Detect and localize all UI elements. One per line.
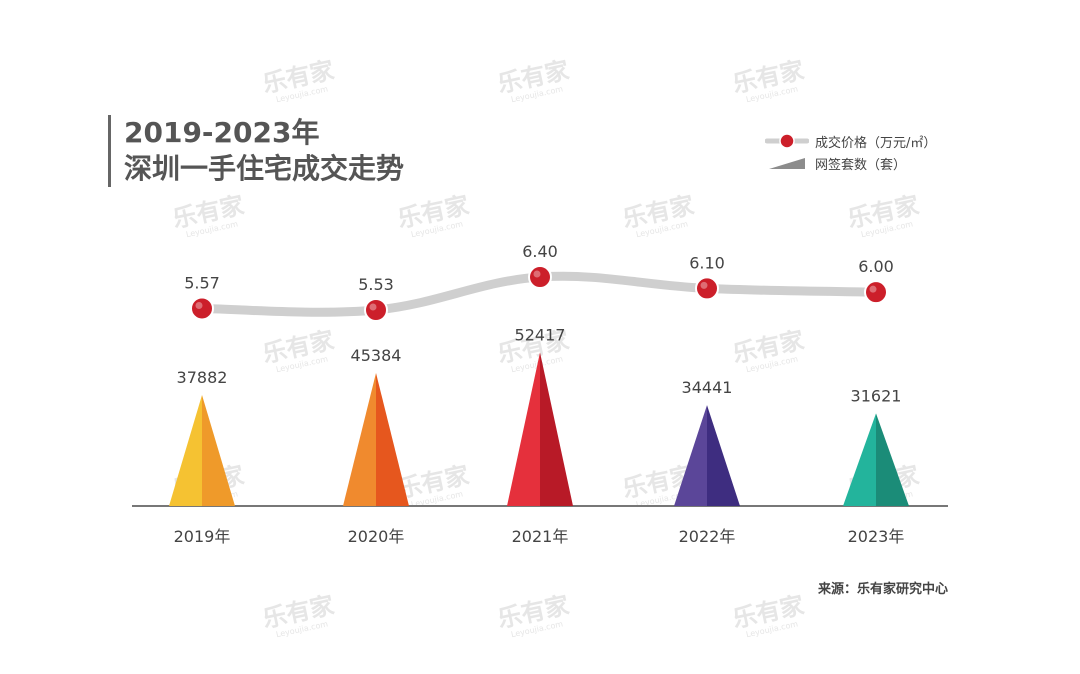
price-value-label-3: 6.10 bbox=[689, 253, 725, 272]
price-point-highlight-0 bbox=[195, 301, 203, 309]
x-tick-label-4: 2023年 bbox=[848, 527, 905, 546]
bar-value-label-0: 37882 bbox=[177, 368, 228, 387]
x-tick-labels: 2019年 2020年 2021年 2022年 2023年 bbox=[174, 527, 905, 546]
legend-line-marker-icon bbox=[765, 133, 809, 149]
price-point-highlight-1 bbox=[369, 303, 377, 311]
price-point-0 bbox=[190, 296, 214, 321]
x-tick-label-1: 2020年 bbox=[348, 527, 405, 546]
price-value-label-4: 6.00 bbox=[858, 257, 894, 276]
bar-value-label-2: 52417 bbox=[515, 325, 566, 344]
bar-value-labels: 37882 45384 52417 34441 31621 bbox=[177, 325, 902, 405]
bar-right-0 bbox=[202, 395, 235, 506]
bar-left-2 bbox=[507, 352, 540, 506]
x-tick-label-0: 2019年 bbox=[174, 527, 231, 546]
triangle-bars bbox=[169, 352, 909, 506]
legend-label-price: 成交价格（万元/㎡） bbox=[815, 135, 937, 151]
chart-title-line-1: 2019-2023年 bbox=[124, 116, 320, 149]
price-value-label-0: 5.57 bbox=[184, 273, 220, 292]
price-value-labels: 5.57 5.53 6.40 6.10 6.00 bbox=[184, 242, 894, 294]
bar-left-0 bbox=[169, 395, 202, 506]
price-point-highlight-3 bbox=[700, 281, 708, 289]
bar-value-label-3: 34441 bbox=[682, 378, 733, 397]
legend: 成交价格（万元/㎡） 网签套数（套） bbox=[765, 130, 936, 174]
x-tick-label-3: 2022年 bbox=[679, 527, 736, 546]
bar-right-4 bbox=[876, 413, 909, 506]
bar-right-2 bbox=[540, 352, 573, 506]
price-points bbox=[190, 265, 888, 322]
price-point-highlight-2 bbox=[533, 270, 541, 278]
bar-left-3 bbox=[674, 405, 707, 506]
price-value-label-1: 5.53 bbox=[358, 275, 394, 294]
x-tick-label-2: 2021年 bbox=[512, 527, 569, 546]
price-point-2 bbox=[528, 265, 552, 290]
legend-item-price: 成交价格（万元/㎡） bbox=[765, 130, 936, 152]
chart-title-line-2: 深圳一手住宅成交走势 bbox=[124, 152, 405, 185]
legend-triangle-icon bbox=[769, 158, 805, 169]
price-point-1 bbox=[364, 298, 388, 322]
legend-label-volume: 网签套数（套） bbox=[815, 157, 907, 173]
source-note: 来源：乐有家研究中心 bbox=[817, 582, 948, 597]
bar-right-3 bbox=[707, 405, 740, 506]
price-point-highlight-4 bbox=[869, 285, 877, 293]
chart-title: 2019-2023年 深圳一手住宅成交走势 bbox=[108, 115, 404, 187]
bar-left-4 bbox=[843, 413, 876, 506]
price-point-3 bbox=[695, 276, 719, 301]
price-value-label-2: 6.40 bbox=[522, 242, 558, 261]
price-point-4 bbox=[864, 280, 888, 305]
legend-item-volume: 网签套数（套） bbox=[765, 152, 936, 174]
bar-value-label-1: 45384 bbox=[351, 346, 402, 365]
bar-right-1 bbox=[376, 373, 409, 506]
bar-left-1 bbox=[343, 373, 376, 506]
bar-value-label-4: 31621 bbox=[851, 386, 902, 405]
